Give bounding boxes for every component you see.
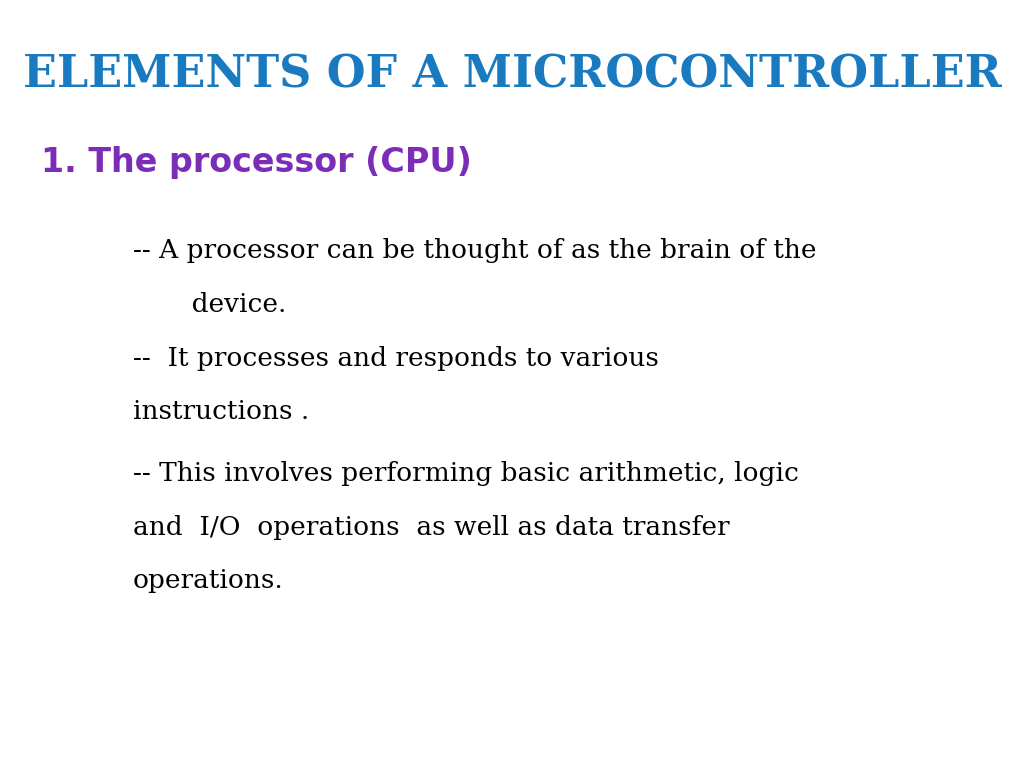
Text: --  It processes and responds to various: -- It processes and responds to various bbox=[133, 346, 659, 371]
Text: operations.: operations. bbox=[133, 568, 284, 594]
Text: device.: device. bbox=[133, 292, 287, 317]
Text: 1. The processor (CPU): 1. The processor (CPU) bbox=[41, 146, 472, 179]
Text: instructions .: instructions . bbox=[133, 399, 309, 425]
Text: and  I/O  operations  as well as data transfer: and I/O operations as well as data trans… bbox=[133, 515, 730, 540]
Text: -- This involves performing basic arithmetic, logic: -- This involves performing basic arithm… bbox=[133, 461, 799, 486]
Text: -- A processor can be thought of as the brain of the: -- A processor can be thought of as the … bbox=[133, 238, 816, 263]
Text: ELEMENTS OF A MICROCONTROLLER: ELEMENTS OF A MICROCONTROLLER bbox=[23, 54, 1001, 97]
